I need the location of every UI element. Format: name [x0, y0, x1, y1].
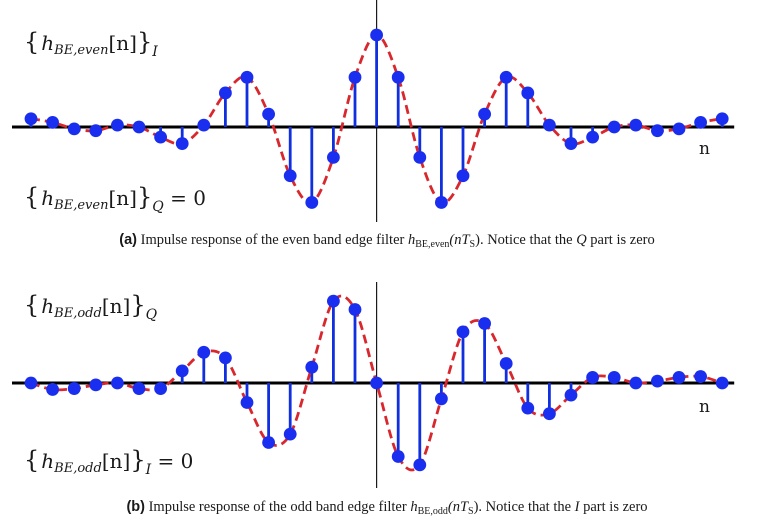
caption-a-text1: Impulse response of the even band edge f…	[137, 232, 408, 248]
caption-a-sub: BE,even	[415, 239, 450, 250]
caption-a-text3: part is zero	[586, 232, 655, 248]
caption-b-part: I	[574, 499, 580, 515]
sample-marker-10	[586, 371, 599, 384]
sample-marker-1	[391, 70, 405, 84]
caption-b-var: h	[410, 499, 418, 515]
sample-marker--8	[197, 345, 211, 359]
sample-marker-3	[435, 392, 448, 406]
sample-marker-3	[435, 196, 448, 209]
sample-marker--6	[240, 396, 254, 409]
sample-marker--13	[89, 124, 103, 138]
bottom-label: {hBE,odd[n]}I = 0	[24, 446, 193, 478]
caption-a: (a) Impulse response of the even band ed…	[0, 232, 774, 250]
caption-a-var: h	[407, 232, 416, 248]
top-label: {hBE,even[n]}I	[24, 28, 158, 60]
caption-b-text3: part is zero	[579, 499, 648, 515]
sample-marker-14	[672, 371, 686, 384]
sample-marker--7	[219, 86, 232, 100]
sample-marker-5	[478, 317, 491, 330]
caption-a-argsub: S	[469, 239, 476, 250]
x-axis-label: n	[699, 397, 710, 417]
sample-marker-8	[543, 118, 556, 132]
sample-marker--9	[175, 137, 189, 150]
panel-a-even-filter: n {hBE,even[n]}I {hBE,even[n]}Q = 0	[12, 0, 735, 222]
sample-marker--11	[132, 382, 146, 395]
sample-marker--14	[67, 382, 81, 395]
sample-marker-15	[694, 370, 707, 383]
sample-marker-10	[586, 130, 599, 144]
sample-marker-13	[651, 374, 664, 388]
sample-marker-0	[370, 376, 383, 390]
sample-marker-1	[391, 450, 405, 463]
caption-b-sub: BE,odd	[417, 506, 448, 517]
sample-marker-6	[499, 357, 513, 370]
sample-marker--11	[132, 120, 146, 134]
sample-marker-6	[499, 70, 513, 84]
sample-marker-9	[564, 137, 578, 150]
caption-b-text1: Impulse response of the odd band edge fi…	[144, 499, 411, 515]
sample-marker-5	[478, 107, 491, 121]
caption-a-arg: (nT	[449, 232, 470, 248]
caption-b-argend: )	[473, 499, 479, 515]
sample-marker--15	[46, 383, 59, 396]
x-axis-label: n	[699, 139, 710, 159]
sample-marker-2	[413, 150, 427, 164]
sample-marker-11	[607, 371, 621, 384]
sample-marker-8	[543, 407, 556, 421]
caption-a-argend: )	[475, 232, 480, 248]
sample-marker--12	[111, 376, 124, 390]
sample-marker--16	[24, 112, 38, 126]
sample-marker--1	[348, 303, 362, 316]
sample-marker--10	[154, 130, 168, 144]
sample-marker-4	[456, 169, 470, 183]
sample-marker-11	[607, 120, 621, 134]
sample-marker--4	[283, 169, 297, 183]
sample-marker-15	[694, 116, 707, 129]
sample-marker--7	[219, 351, 232, 365]
sample-marker--3	[305, 196, 319, 209]
top-label: {hBE,odd[n]}Q	[24, 291, 158, 323]
sample-marker-12	[629, 376, 643, 390]
sample-marker--6	[240, 70, 254, 84]
caption-a-part: Q	[576, 232, 587, 248]
sample-marker-16	[715, 112, 729, 126]
sample-marker--5	[262, 107, 275, 121]
sample-marker--12	[111, 118, 124, 132]
caption-b-text2: . Notice that the	[478, 499, 575, 515]
caption-b-argsub: S	[468, 506, 474, 517]
sample-marker--14	[67, 122, 81, 136]
caption-b: (b) Impulse response of the odd band edg…	[0, 499, 774, 517]
panel-b-odd-filter: n {hBE,odd[n]}Q {hBE,odd[n]}I = 0	[12, 282, 735, 488]
sample-marker-9	[564, 388, 578, 402]
sample-marker-13	[651, 124, 664, 138]
sample-marker--9	[175, 364, 189, 378]
caption-b-arg: (nT	[447, 499, 469, 515]
caption-a-tag: (a)	[119, 232, 137, 248]
sample-marker--3	[305, 360, 319, 374]
sample-marker-2	[413, 458, 427, 472]
sample-marker--10	[154, 382, 168, 395]
bottom-label: {hBE,even[n]}Q = 0	[24, 183, 206, 215]
sample-marker-7	[521, 401, 535, 415]
caption-a-text2: . Notice that the	[479, 232, 577, 248]
sample-marker--5	[262, 436, 275, 449]
sample-marker--4	[283, 427, 297, 441]
caption-b-tag: (b)	[126, 499, 145, 515]
sample-marker-0	[370, 28, 383, 42]
sample-marker--16	[24, 376, 38, 390]
sample-marker--15	[46, 116, 59, 129]
sample-marker--2	[327, 294, 340, 308]
sample-marker--13	[89, 378, 103, 392]
sample-marker-12	[629, 118, 643, 132]
sample-marker-14	[672, 122, 686, 136]
sample-marker--1	[348, 70, 362, 84]
sample-marker-4	[456, 325, 470, 339]
sample-marker-16	[715, 376, 729, 390]
sample-marker--8	[197, 118, 211, 132]
sample-marker-7	[521, 86, 535, 100]
sample-marker--2	[327, 150, 340, 164]
